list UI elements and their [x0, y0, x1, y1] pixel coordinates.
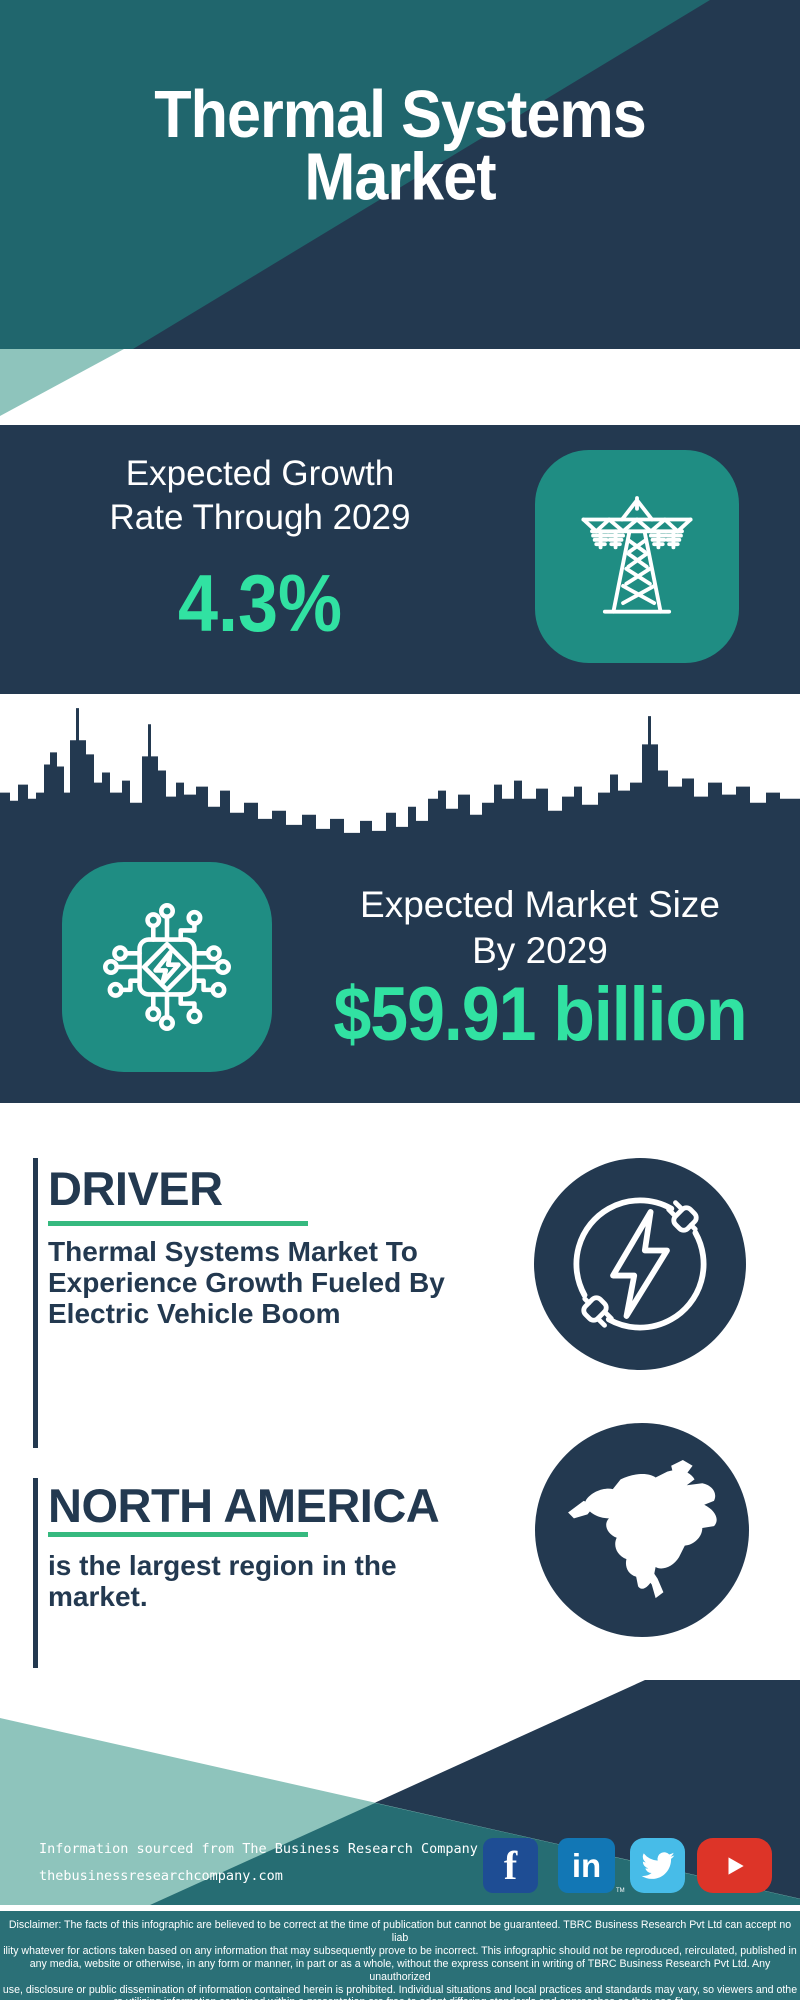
city-skyline-silhouette — [0, 708, 800, 845]
header-banner: Thermal Systems Market — [0, 0, 800, 425]
disclaimer-line: any media, website or otherwise, in any … — [29, 1957, 771, 1983]
market-size-icon-tile — [62, 862, 272, 1072]
source-attribution: Information sourced from The Business Re… — [39, 1836, 519, 1890]
driver-section: DRIVER Thermal Systems Market To Experie… — [0, 1103, 800, 1448]
driver-underline — [48, 1221, 308, 1226]
linkedin-tm-mark: TM — [616, 1888, 625, 1894]
circuit-chip-icon — [103, 903, 231, 1031]
twitter-icon[interactable] — [630, 1838, 685, 1893]
disclaimer-line: Disclaimer: The facts of this infographi… — [8, 1919, 792, 1944]
disclaimer: Disclaimer: The facts of this infographi… — [0, 1911, 800, 2008]
facebook-icon[interactable]: f — [483, 1838, 538, 1893]
growth-section: Expected Growth Rate Through 2029 4.3% — [0, 425, 800, 694]
footer: Information sourced from The Business Re… — [0, 1680, 800, 1905]
page-title-line2: Market — [304, 140, 496, 215]
disclaimer-line: use, disclosure or public dissemination … — [2, 1983, 798, 1996]
driver-text: Thermal Systems Market To Experience Gro… — [48, 1236, 445, 1329]
driver-heading: DRIVER — [48, 1162, 223, 1215]
growth-icon-tile — [535, 450, 739, 663]
header-white-band — [0, 349, 800, 425]
driver-icon-badge — [534, 1158, 746, 1370]
market-size-heading: Expected Market Size By 2029 — [360, 884, 720, 971]
disclaimer-line: rs utilizing information contained withi… — [113, 1996, 687, 2009]
youtube-play-glyph — [728, 1856, 744, 1875]
youtube-icon[interactable] — [697, 1838, 772, 1893]
page-title: Thermal Systems Market — [12, 77, 788, 215]
source-line1: Information sourced from The Business Re… — [39, 1841, 478, 1857]
footer-divider-line — [0, 1905, 800, 1911]
source-line2[interactable]: thebusinessresearchcompany.com — [39, 1868, 283, 1884]
driver-accent-bar — [33, 1158, 38, 1448]
region-section: NORTH AMERICA is the largest region in t… — [0, 1420, 800, 1680]
region-underline — [48, 1532, 308, 1537]
linkedin-icon[interactable]: in — [558, 1838, 615, 1893]
north-america-map-icon — [568, 1459, 717, 1599]
transmission-tower-icon — [581, 495, 693, 614]
growth-heading: Expected Growth Rate Through 2029 — [109, 454, 411, 537]
twitter-bird-glyph — [641, 1851, 674, 1879]
region-text: is the largest region in the market. — [48, 1550, 397, 1612]
region-heading: NORTH AMERICA — [48, 1479, 440, 1532]
disclaimer-line: ility whatever for actions taken based o… — [3, 1944, 797, 1957]
page-title-line1: Thermal Systems — [154, 77, 647, 152]
market-size-section: Expected Market Size By 2029 $59.91 bill… — [0, 845, 800, 1103]
market-size-value: $59.91 billion — [333, 971, 747, 1057]
growth-rate-value: 4.3% — [177, 559, 343, 649]
region-accent-bar — [33, 1478, 38, 1668]
region-icon-badge — [535, 1423, 749, 1637]
ev-power-plug-icon — [573, 1197, 707, 1331]
